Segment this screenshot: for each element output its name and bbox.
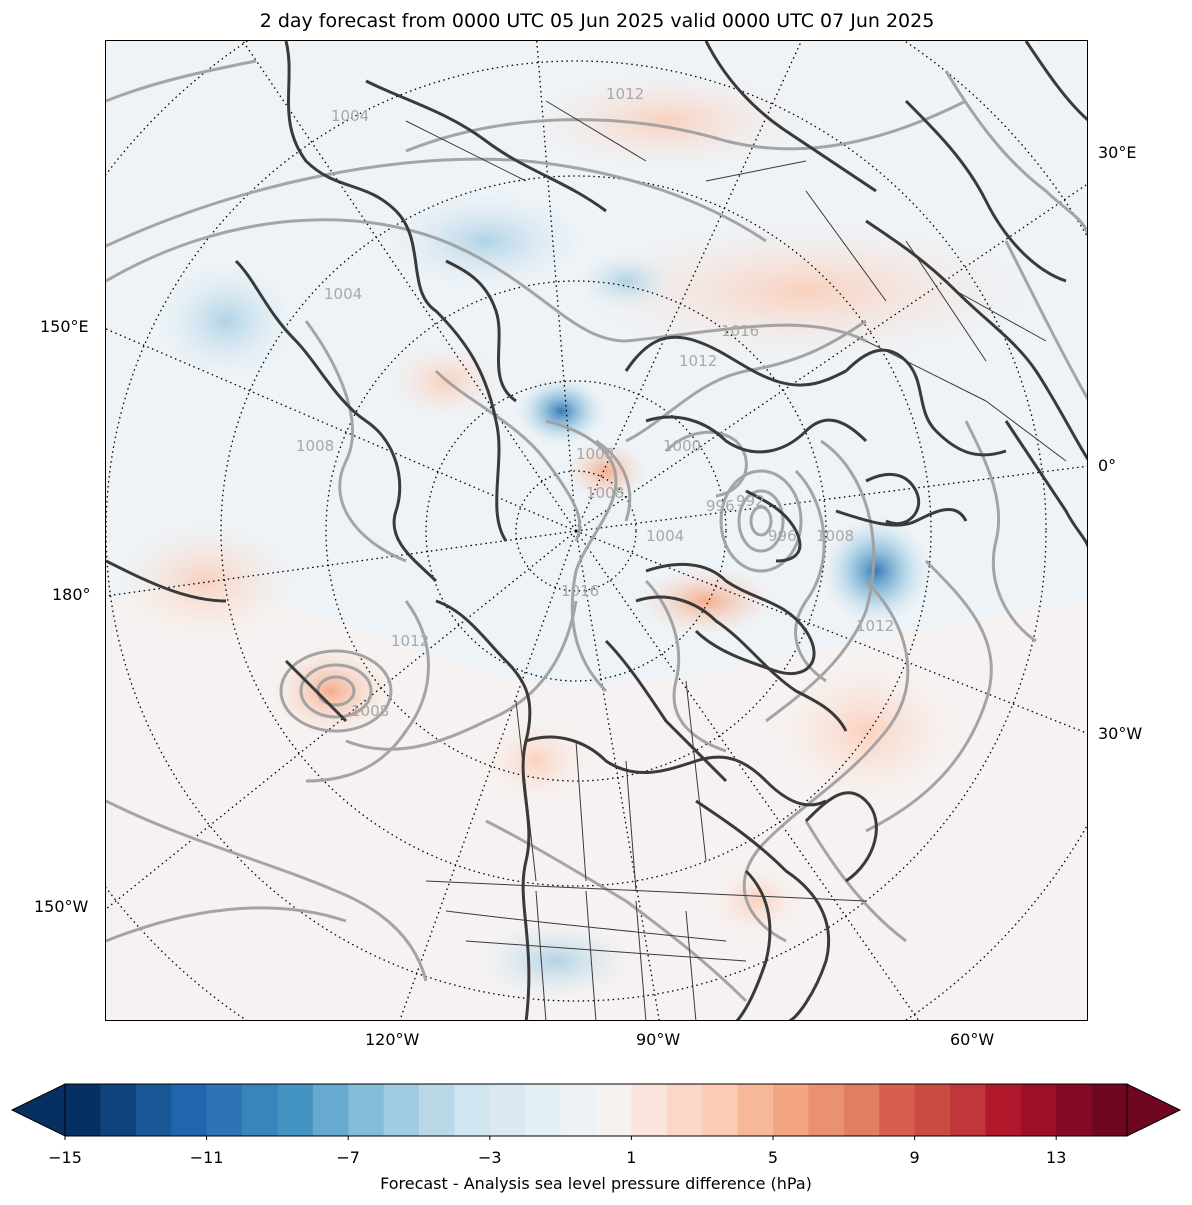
- colorbar-segment: [843, 1084, 880, 1136]
- plot-title: 2 day forecast from 0000 UTC 05 Jun 2025…: [259, 10, 935, 32]
- colorbar-segment: [702, 1084, 739, 1136]
- isobar-label: 1008: [576, 445, 614, 463]
- colorbar-segment: [914, 1084, 951, 1136]
- colorbar-segment: [879, 1084, 916, 1136]
- colorbar-segment: [454, 1084, 491, 1136]
- colorbar-segment: [773, 1084, 809, 1136]
- colorbar-segment: [985, 1084, 1022, 1136]
- lon-label-150e: 150°E: [40, 317, 89, 336]
- colorbar-segment: [277, 1084, 314, 1136]
- isobars: [106, 59, 1087, 1003]
- colorbar-segment: [950, 1084, 986, 1136]
- lon-label-150w: 150°W: [34, 897, 89, 916]
- isobar-label: 1012: [679, 352, 717, 370]
- colorbar-tick-label: 9: [909, 1148, 920, 1167]
- colorbar-segment: [525, 1084, 562, 1136]
- colorbar-segment: [596, 1084, 632, 1136]
- colorbar-border: [64, 1083, 1128, 1137]
- lon-label-180: 180°: [52, 585, 91, 604]
- colorbar-segment: [171, 1084, 208, 1136]
- lon-label-120w: 120°W: [365, 1030, 420, 1049]
- isobar-label: 1012: [856, 617, 894, 635]
- lon-label-30w: 30°W: [1098, 724, 1143, 743]
- isobar-label: 1012: [391, 632, 429, 650]
- map-area[interactable]: 1004 1004 1008 1008 1012 1016 1000 996 9…: [105, 40, 1088, 1021]
- colorbar-segment: [560, 1084, 597, 1136]
- isobar-label: 1004: [646, 527, 684, 545]
- isobar-label: 996: [768, 527, 797, 545]
- colorbar-tick-label: −3: [478, 1148, 502, 1167]
- colorbar-segment: [242, 1084, 278, 1136]
- isobar-label: 1008: [296, 437, 334, 455]
- isobar-label: 992: [736, 492, 765, 510]
- isobar-label: 1000: [663, 437, 701, 455]
- graticule: [106, 41, 1087, 1020]
- colorbar-segment: [666, 1084, 703, 1136]
- colorbar-segment: [631, 1084, 668, 1136]
- isobar-labels: 1004 1004 1008 1008 1012 1016 1000 996 9…: [296, 85, 894, 720]
- colorbar-tick-label: 13: [1046, 1148, 1067, 1167]
- isobar-label: 1008: [351, 702, 389, 720]
- colorbar-segment: [65, 1084, 101, 1136]
- colorbar-segment: [1056, 1084, 1093, 1136]
- coastlines: [106, 41, 1087, 1020]
- colorbar-segment: [489, 1084, 526, 1136]
- isobar-label: 1004: [324, 285, 362, 303]
- colorbar-tick-label: −11: [189, 1148, 224, 1167]
- colorbar: [10, 1083, 1182, 1140]
- isobar-label: 1004: [331, 107, 369, 125]
- lon-label-0: 0°: [1098, 456, 1117, 475]
- colorbar-segment: [348, 1084, 385, 1136]
- colorbar-segment: [808, 1084, 845, 1136]
- colorbar-segment: [135, 1084, 172, 1136]
- colorbar-tick-label: 1: [626, 1148, 637, 1167]
- isobar-label: 1012: [606, 85, 644, 103]
- map-canvas: 1004 1004 1008 1008 1012 1016 1000 996 9…: [106, 41, 1087, 1020]
- colorbar-segment: [100, 1084, 137, 1136]
- colorbar-tick-label: −7: [336, 1148, 360, 1167]
- colorbar-tick-label: 5: [767, 1148, 779, 1167]
- colorbar-segment: [419, 1084, 455, 1136]
- colorbar-tick-label: −15: [48, 1148, 82, 1167]
- isobar-label: 1016: [561, 582, 599, 600]
- isobar-label: 1008: [816, 527, 854, 545]
- lon-label-60w: 60°W: [950, 1030, 995, 1049]
- colorbar-segment: [383, 1084, 420, 1136]
- colorbar-segment: [1020, 1084, 1057, 1136]
- colorbar-label: Forecast - Analysis sea level pressure d…: [380, 1174, 812, 1193]
- lon-label-90w: 90°W: [636, 1030, 681, 1049]
- isobar-label: 1008: [586, 484, 624, 502]
- colorbar-extend-high: [1126, 1083, 1182, 1137]
- colorbar-segment: [737, 1084, 774, 1136]
- colorbar-segment: [312, 1084, 349, 1136]
- colorbar-segment: [1091, 1084, 1128, 1136]
- isobar-label: 996: [706, 497, 735, 515]
- colorbar-extend-low: [10, 1083, 66, 1137]
- isobar-label: 1016: [721, 322, 759, 340]
- colorbar-segment: [206, 1084, 243, 1136]
- lon-label-30e: 30°E: [1098, 143, 1137, 162]
- political-borders: [405, 100, 1067, 1020]
